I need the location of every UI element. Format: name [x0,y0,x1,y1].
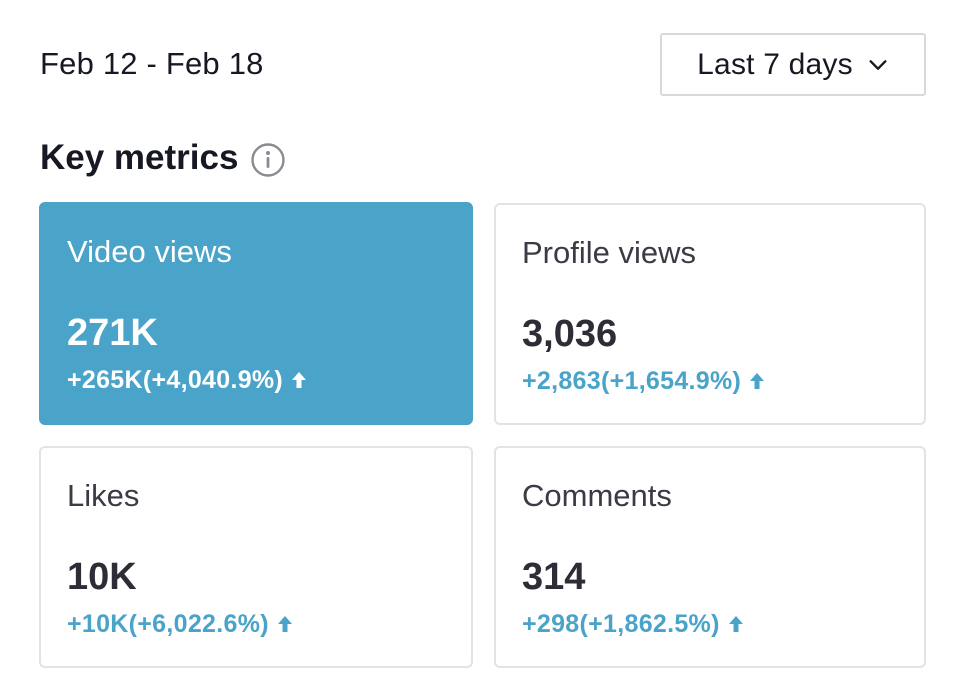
metric-label: Profile views [522,235,696,270]
arrow-up-icon [277,616,292,632]
arrow-up-icon [728,616,743,632]
metric-change: +2,863(+1,654.9%) [522,365,765,397]
metric-change-text: +2,863(+1,654.9%) [522,367,742,395]
arrow-up-icon [750,373,765,389]
metric-change-text: +265K(+4,040.9%) [67,366,284,394]
metric-card-comments[interactable]: Comments 314 +298(+1,862.5%) [494,446,926,668]
metric-value: 3,036 [522,313,618,355]
metric-label: Video views [67,234,232,269]
date-range-label: Feb 12 - Feb 18 [40,46,264,81]
metric-change-text: +10K(+6,022.6%) [67,610,269,638]
metric-card-profile-views[interactable]: Profile views 3,036 +2,863(+1,654.9%) [494,203,926,425]
metric-card-likes[interactable]: Likes 10K +10K(+6,022.6%) [39,446,473,668]
metric-card-video-views[interactable]: Video views 271K +265K(+4,040.9%) [39,202,473,425]
metric-label: Comments [522,478,672,513]
metric-change: +10K(+6,022.6%) [67,608,293,640]
section-title: Key metrics [40,138,239,177]
metric-change-text: +298(+1,862.5%) [522,610,720,638]
metric-value: 10K [67,556,137,598]
metric-change: +265K(+4,040.9%) [67,364,307,396]
metric-label: Likes [67,478,140,513]
metric-change: +298(+1,862.5%) [522,608,744,640]
date-range-dropdown-value: Last 7 days [697,47,853,81]
chevron-down-icon [869,59,887,70]
date-range-dropdown[interactable]: Last 7 days [660,33,926,96]
info-icon[interactable] [250,142,286,178]
metric-value: 271K [67,312,158,354]
key-metrics-header: Key metrics [40,136,286,180]
metric-value: 314 [522,556,586,598]
arrow-up-icon [292,372,307,388]
